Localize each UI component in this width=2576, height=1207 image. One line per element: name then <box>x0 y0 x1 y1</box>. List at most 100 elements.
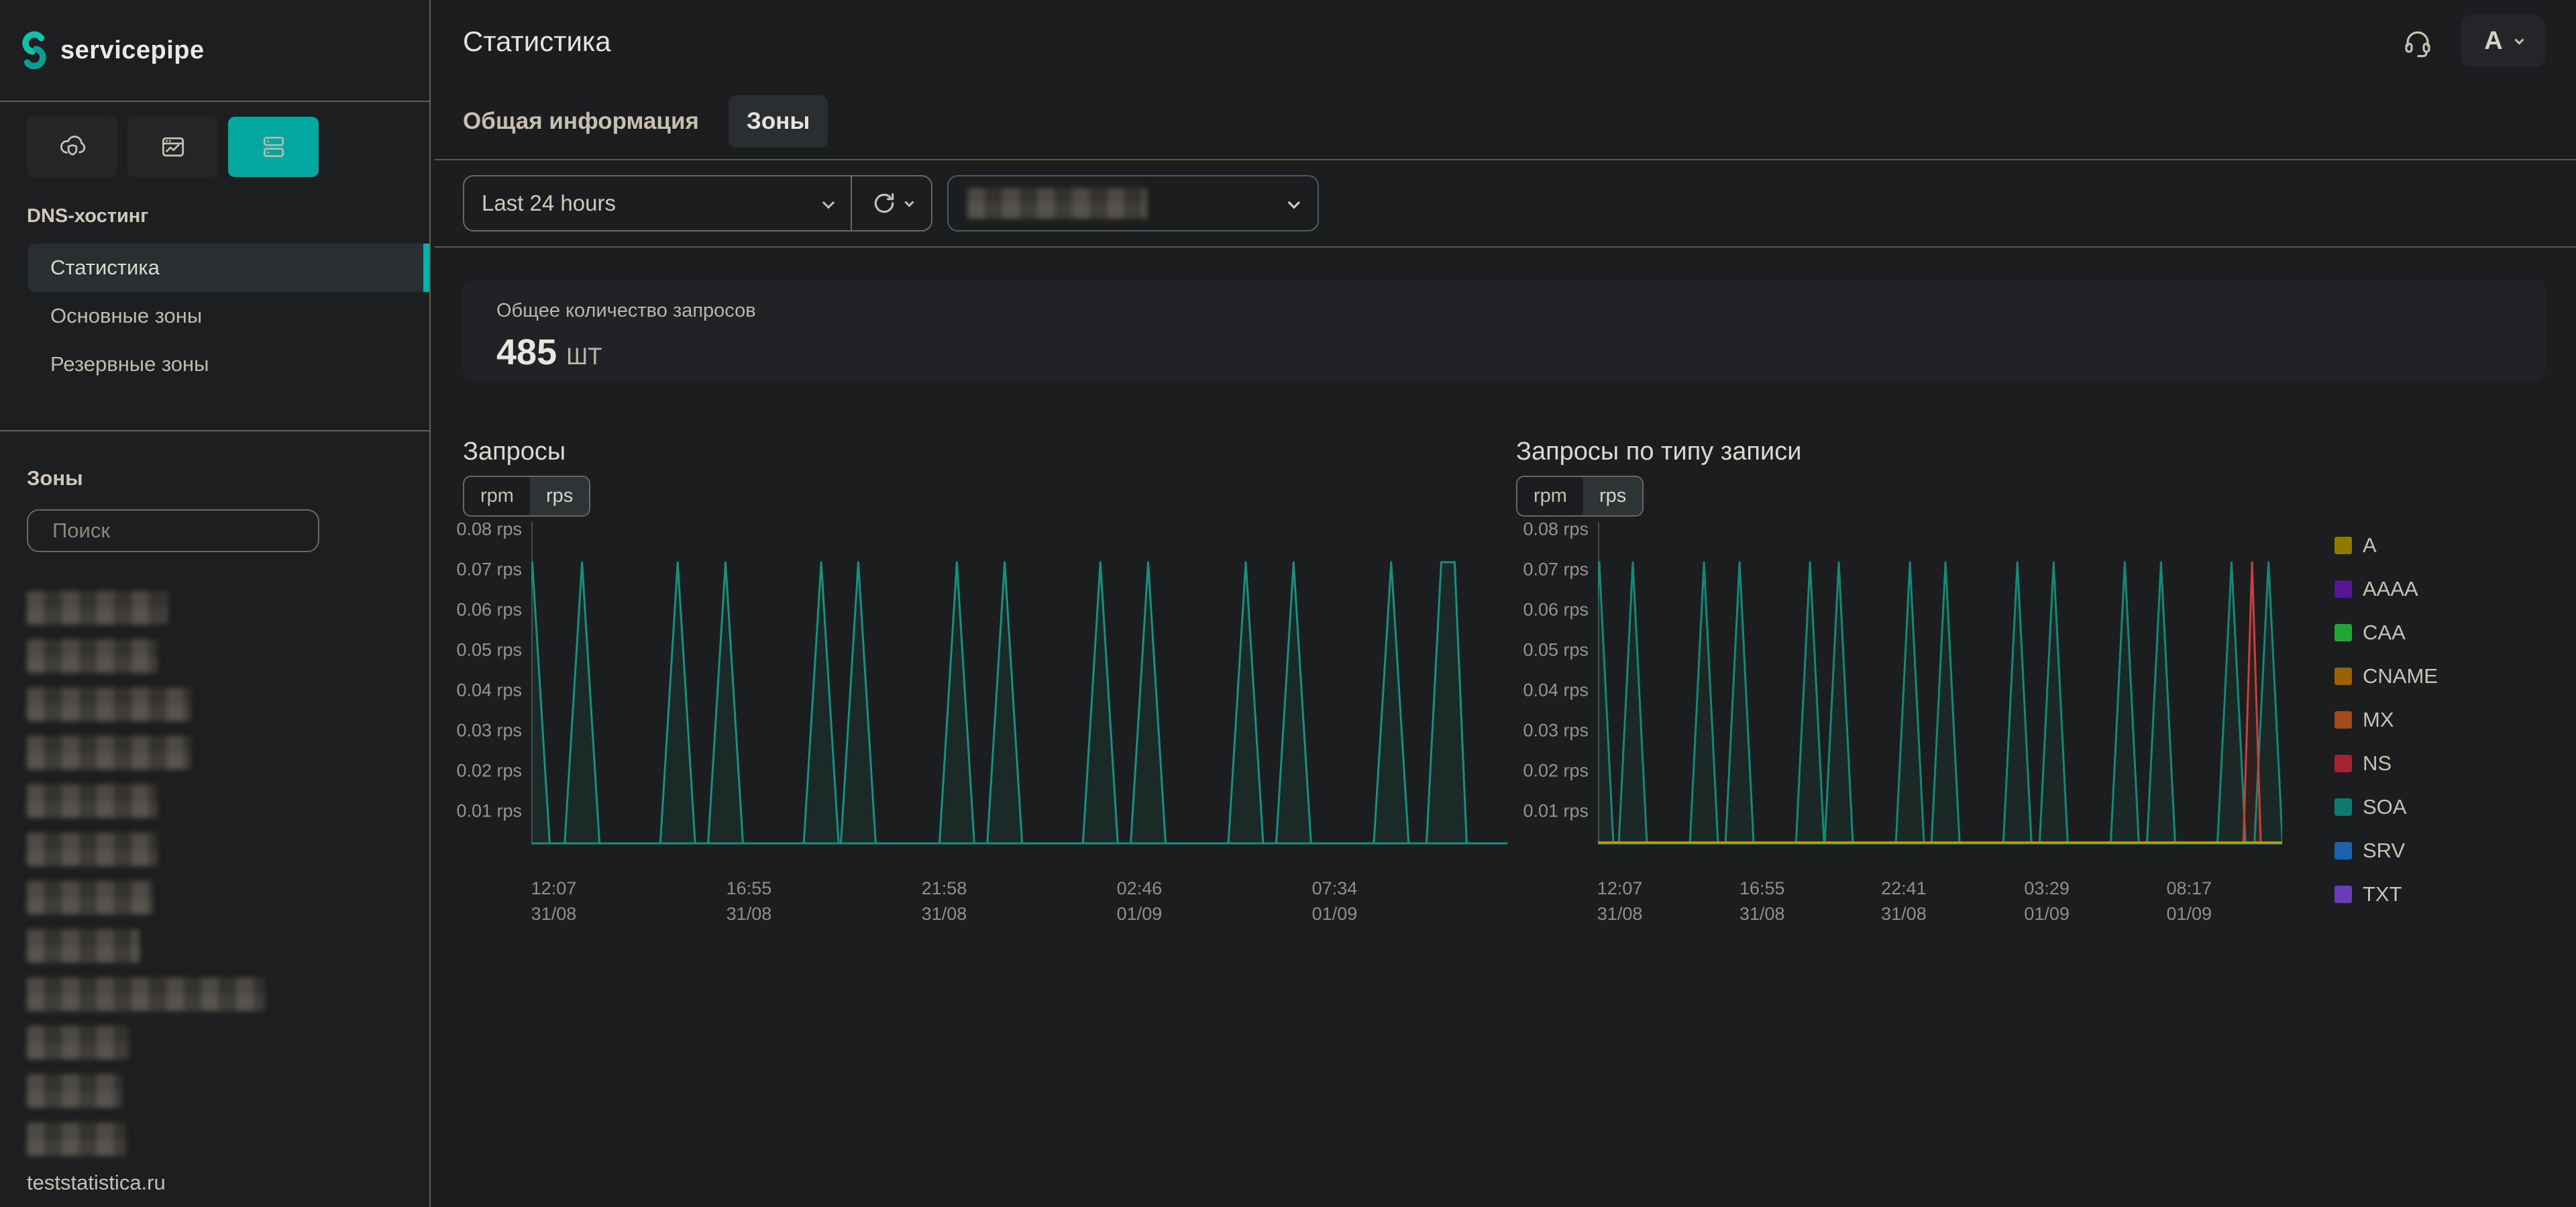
legend-item-CAA[interactable]: CAA <box>2334 611 2438 654</box>
plot-area: 12:07 31/08 16:55 31/08 21:58 31/08 02:46 01/09… <box>513 522 1507 924</box>
y-tick-label: 0.01 rps <box>456 800 522 821</box>
x-tick-label: 12:07 31/08 <box>531 878 577 924</box>
app-dns-hosting-button[interactable] <box>228 117 319 177</box>
zone-list-item-redacted[interactable] <box>27 881 153 914</box>
filter-bar: Last 24 hours <box>431 160 2576 246</box>
legend-item-MX[interactable]: MX <box>2334 698 2438 741</box>
legend-label: NS <box>2363 751 2392 775</box>
y-axis: 0.08 rps 0.07 rps 0.06 rps 0.05 rps 0.04 rps… <box>456 519 531 844</box>
brand-name: servicepipe <box>60 36 205 64</box>
sidebar-item-backup-zones[interactable]: Резервные зоны <box>0 340 429 388</box>
zone-select[interactable] <box>947 175 1319 231</box>
zone-search <box>27 509 320 552</box>
zone-list-item-redacted[interactable] <box>27 929 140 963</box>
legend-label: TXT <box>2363 882 2402 906</box>
refresh-button[interactable] <box>852 176 931 230</box>
app-cloud-protection-button[interactable] <box>27 117 117 177</box>
unit-rpm-button[interactable]: rpm <box>1517 477 1583 515</box>
zone-list-item-redacted[interactable] <box>27 639 158 673</box>
legend-item-SOA[interactable]: SOA <box>2334 785 2438 829</box>
zone-list <box>27 591 429 1156</box>
sidebar: servicepipe <box>0 0 431 1207</box>
logo: servicepipe <box>0 0 429 102</box>
unit-rpm-button[interactable]: rpm <box>464 477 530 515</box>
zone-list-item-redacted[interactable] <box>27 736 191 770</box>
unit-toggle: rpm rps <box>1516 476 1644 517</box>
legend-swatch <box>2334 667 2352 685</box>
zone-list-item-redacted[interactable] <box>27 1122 126 1156</box>
chart-requests: Запросы rpm rps 0.08 rps 0.07 rps 0.06 rps… <box>456 437 1516 924</box>
sidebar-item-primary-zones[interactable]: Основные зоны <box>0 292 429 340</box>
main-header: Статистика A <box>431 0 2576 67</box>
series-NS <box>2242 561 2262 845</box>
legend-label: CAA <box>2363 620 2406 644</box>
legend-item-TXT[interactable]: TXT <box>2334 872 2438 916</box>
x-tick-label: 16:55 31/08 <box>1739 878 1785 924</box>
sidebar-menu: Статистика Основные зоны Резервные зоны <box>0 244 429 388</box>
servicepipe-logo-icon <box>22 31 46 70</box>
y-axis: 0.08 rps 0.07 rps 0.06 rps 0.05 rps 0.04 rps… <box>1516 519 1598 844</box>
chart-plot: 0.08 rps 0.07 rps 0.06 rps 0.05 rps 0.04 rps… <box>1516 519 2545 925</box>
x-axis: 12:07 31/08 16:55 31/08 22:41 31/08 03:29 01/09… <box>1597 861 2282 924</box>
chart-requests-by-record-type: Запросы по типу записи rpm rps 0.08 rps 0… <box>1516 437 2545 925</box>
legend-item-NS[interactable]: NS <box>2334 741 2438 785</box>
chart-title: Запросы <box>463 437 566 466</box>
x-tick-label: 22:41 31/08 <box>1881 878 1927 924</box>
total-requests-value: 485 <box>496 332 557 372</box>
legend-swatch <box>2334 536 2352 554</box>
tab-general-info[interactable]: Общая информация <box>463 108 699 134</box>
sidebar-item-label: Резервные зоны <box>50 352 209 376</box>
legend-label: CNAME <box>2363 664 2438 688</box>
x-tick-label: 07:34 01/09 <box>1311 878 1358 924</box>
y-tick-label: 0.06 rps <box>1523 599 1589 620</box>
unit-rps-button[interactable]: rps <box>529 477 590 515</box>
zone-list-item-redacted[interactable] <box>27 833 158 866</box>
y-tick-label: 0.07 rps <box>456 559 522 580</box>
unit-rps-button[interactable]: rps <box>1582 477 1643 515</box>
total-requests-label: Общее количество запросов <box>496 300 756 321</box>
dns-hosting-icon <box>263 136 284 158</box>
divider <box>435 246 2576 248</box>
support-headset-icon[interactable] <box>2402 27 2434 59</box>
y-tick-label: 0.04 rps <box>456 680 522 700</box>
zone-select-value-redacted <box>967 188 1147 219</box>
zone-list-item-redacted[interactable] <box>27 784 158 818</box>
y-tick-label: 0.05 rps <box>456 639 522 660</box>
legend-swatch <box>2334 841 2352 859</box>
zone-list-item-partial[interactable]: teststatistica.ru <box>27 1171 166 1194</box>
app-site-stats-button[interactable] <box>127 117 218 177</box>
legend-item-AAAA[interactable]: AAAA <box>2334 567 2438 611</box>
legend-swatch <box>2334 885 2352 903</box>
x-tick-label: 12:07 31/08 <box>1597 878 1643 924</box>
control-separator <box>851 176 852 230</box>
zone-list-item-redacted[interactable] <box>27 978 265 1011</box>
y-tick-label: 0.02 rps <box>1523 760 1589 781</box>
sidebar-item-statistics[interactable]: Статистика <box>28 244 429 292</box>
zone-list-item-redacted[interactable] <box>27 1074 122 1108</box>
page-title: Статистика <box>463 25 611 57</box>
y-tick-label: 0.02 rps <box>456 760 522 781</box>
app-switcher <box>27 117 429 177</box>
refresh-icon <box>874 193 894 213</box>
legend-swatch <box>2334 623 2352 641</box>
search-input[interactable] <box>52 519 320 543</box>
zone-list-item-redacted[interactable] <box>27 688 191 721</box>
y-tick-label: 0.06 rps <box>456 599 522 620</box>
time-range-select[interactable]: Last 24 hours <box>464 176 851 230</box>
x-tick-label: 08:17 01/09 <box>2166 878 2212 924</box>
legend-item-SRV[interactable]: SRV <box>2334 829 2438 872</box>
x-axis: 12:07 31/08 16:55 31/08 21:58 31/08 02:46 01/09… <box>531 861 1507 924</box>
legend-item-CNAME[interactable]: CNAME <box>2334 654 2438 698</box>
chevron-down-icon <box>904 197 914 207</box>
zone-list-item-redacted[interactable] <box>27 1026 129 1059</box>
zone-list-item-redacted[interactable] <box>27 591 168 625</box>
legend-item-A[interactable]: A <box>2334 523 2438 567</box>
sidebar-item-label: Основные зоны <box>50 304 203 327</box>
tab-zones[interactable]: Зоны <box>728 95 828 148</box>
record-type-chart-svg <box>1584 522 2284 845</box>
chevron-down-icon <box>822 196 835 209</box>
y-tick-label: 0.08 rps <box>456 519 522 539</box>
account-menu-button[interactable]: A <box>2461 15 2545 67</box>
cloud-shield-icon <box>60 136 85 156</box>
total-requests-unit: ШТ <box>566 344 602 370</box>
